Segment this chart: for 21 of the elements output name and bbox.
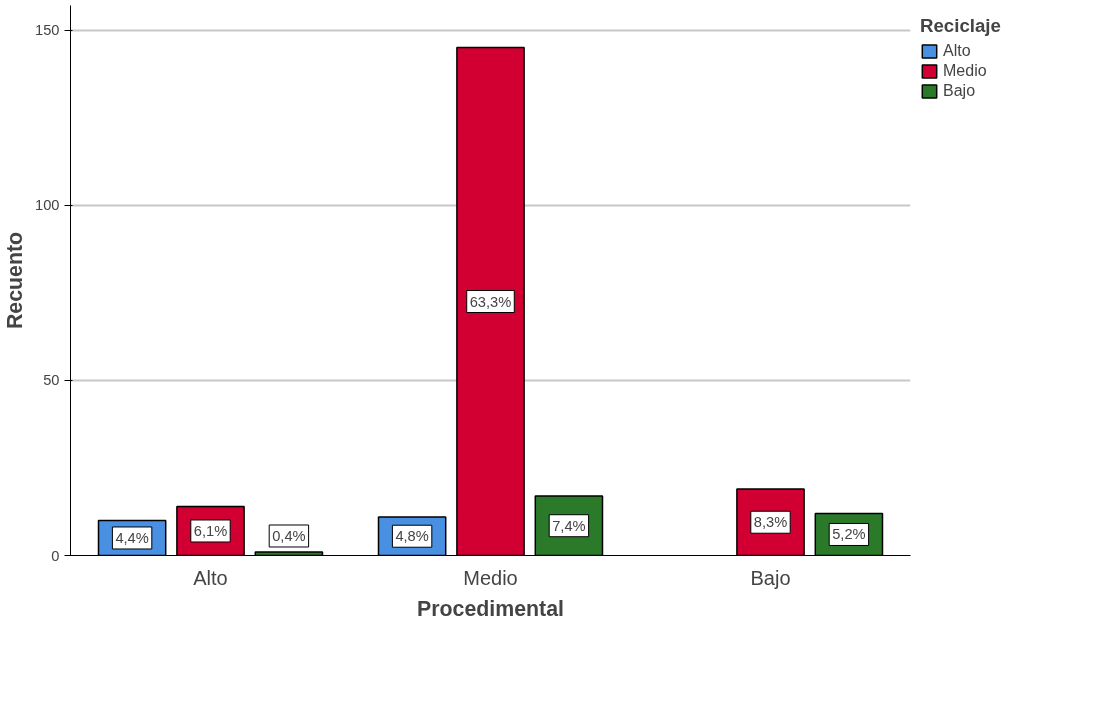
annotation: 63,3%	[469, 293, 512, 310]
annotation: 4,8%	[395, 528, 429, 545]
y-axis-title: Recuento	[3, 231, 28, 330]
annotation: 5,2%	[832, 526, 866, 543]
annotation: 4,4%	[115, 529, 149, 546]
legend-title: Reciclaje	[920, 15, 1001, 37]
x-tick-label: Bajo	[750, 566, 791, 589]
annotation: 7,4%	[552, 517, 586, 534]
legend-label: Medio	[943, 62, 987, 80]
legend-label: Bajo	[943, 82, 976, 100]
y-tick-label: 50	[43, 372, 60, 389]
annotation: 0,4%	[272, 528, 306, 544]
x-axis-title: Procedimental	[417, 596, 564, 621]
x-tick-label: Alto	[193, 566, 228, 589]
y-tick-label: 150	[35, 22, 60, 39]
annotation: 8,3%	[753, 514, 788, 531]
y-tick-label: 100	[35, 197, 60, 214]
y-tick-label: 0	[51, 547, 60, 564]
legend-label: Alto	[943, 42, 971, 60]
annotation: 6,1%	[193, 522, 228, 539]
x-tick-label: Medio	[463, 566, 518, 589]
